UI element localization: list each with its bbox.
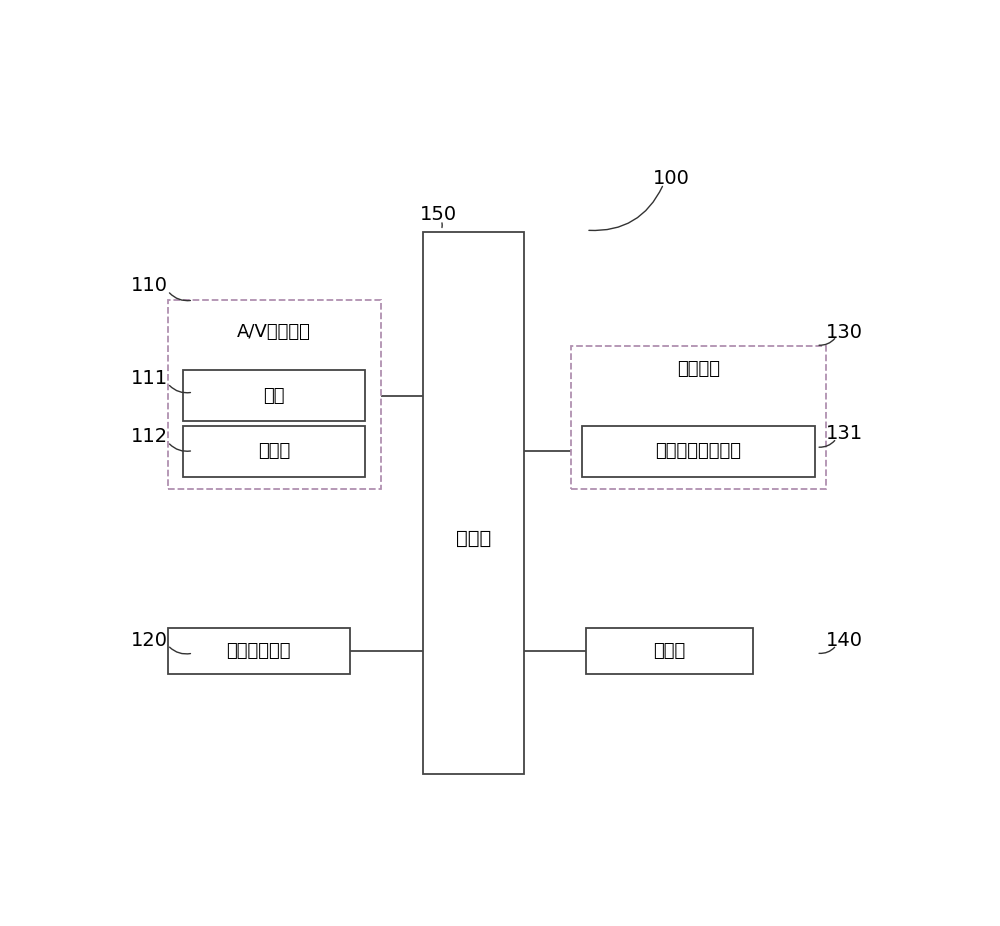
Bar — [168, 628, 350, 674]
Text: 120: 120 — [131, 631, 168, 650]
Text: 131: 131 — [826, 424, 863, 443]
Text: 存储器: 存储器 — [653, 643, 686, 660]
Text: 控制器: 控制器 — [456, 530, 491, 548]
Text: 麦克风: 麦克风 — [258, 443, 290, 460]
Text: 150: 150 — [420, 205, 457, 224]
Bar — [582, 426, 815, 477]
Bar — [586, 628, 753, 674]
Bar — [183, 426, 365, 477]
Text: 用户输入单元: 用户输入单元 — [226, 643, 291, 660]
Text: 100: 100 — [653, 169, 690, 188]
Text: 110: 110 — [131, 276, 168, 295]
Text: 感测单元: 感测单元 — [677, 360, 720, 378]
Bar — [571, 346, 826, 489]
Text: 电容式接近传感器: 电容式接近传感器 — [656, 443, 742, 460]
Text: 130: 130 — [826, 322, 863, 342]
Bar — [423, 232, 524, 774]
Bar — [168, 300, 381, 489]
Text: 相机: 相机 — [263, 387, 285, 405]
Text: A/V输入单元: A/V输入单元 — [237, 323, 311, 341]
Text: 111: 111 — [131, 369, 168, 388]
Text: 112: 112 — [131, 428, 168, 446]
Bar — [183, 370, 365, 421]
Text: 140: 140 — [826, 631, 863, 650]
